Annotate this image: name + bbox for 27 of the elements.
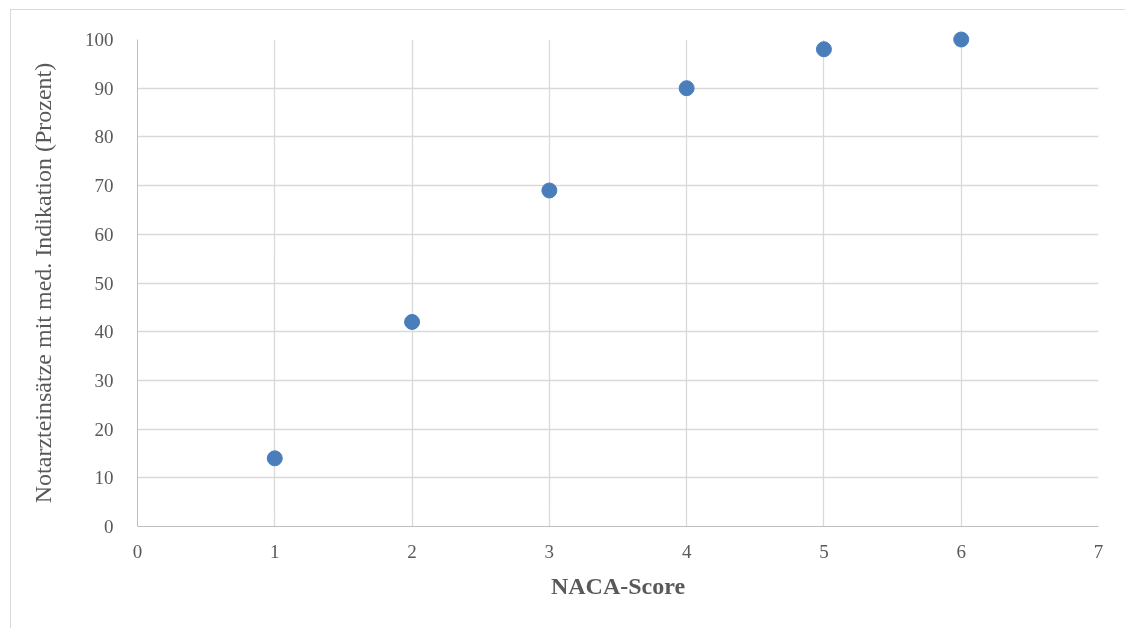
point [953,31,970,48]
y-tick-label: 10 [94,467,114,489]
x-tick-label: 4 [681,540,692,562]
x-tick-label: 6 [956,540,966,562]
point [815,41,832,58]
x-tick-label: 3 [544,540,555,562]
x-tick-label: 1 [270,540,280,562]
x-tick-label: 7 [1093,540,1104,562]
y-tick-label: 30 [94,369,114,391]
y-tick-label: 90 [94,77,114,99]
y-tick-label: 50 [94,272,114,294]
y-tick-label: 70 [94,175,114,197]
point [404,313,421,330]
y-tick-label: 40 [94,321,114,343]
y-tick-label: 100 [85,29,114,50]
y-tick-label: 60 [94,223,114,245]
x-axis-title: NACA-Score [550,572,686,599]
y-tick-label: 80 [94,126,114,148]
x-tick-label: 5 [819,540,829,562]
x-tick-label: 2 [407,540,417,562]
x-tick-label: 0 [132,540,143,562]
point [266,450,283,467]
point [678,80,695,97]
point [541,182,558,199]
y-tick-label: 0 [104,516,114,537]
y-axis-title: Notarzteinsätze mit med. Indikation (Prozent) [30,62,56,504]
y-tick-label: 20 [94,418,114,440]
